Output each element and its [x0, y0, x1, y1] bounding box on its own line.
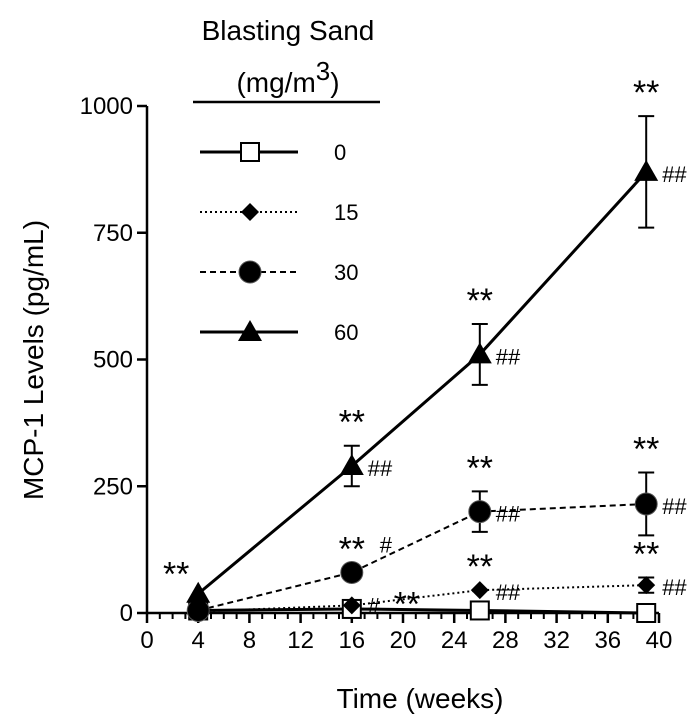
- significance-hashes: #: [380, 532, 393, 557]
- significance-annotations: **#**##**##** #**##**##****##**##**##: [163, 74, 687, 623]
- significance-hashes: ##: [662, 494, 687, 519]
- legend-label-60: 60: [334, 320, 358, 345]
- x-tick-label: 36: [594, 627, 621, 654]
- data-point-15: [637, 576, 656, 595]
- data-point-30: [340, 560, 364, 584]
- y-tick-label: 250: [93, 473, 133, 500]
- significance-hashes: ##: [662, 575, 687, 600]
- data-point-15: [342, 596, 361, 615]
- significance-stars: **: [467, 282, 493, 320]
- data-point-60: [186, 581, 211, 603]
- significance-stars: **: [339, 530, 365, 568]
- legend-label-15: 15: [334, 200, 358, 225]
- legend-title-units: (mg/m3): [236, 56, 339, 98]
- y-tick-label: 750: [93, 220, 133, 247]
- data-point-60: [634, 159, 659, 181]
- data-point-0: [636, 603, 657, 623]
- series-layer: [186, 115, 659, 623]
- x-tick-label: 28: [492, 627, 519, 654]
- data-point-15: [470, 581, 489, 600]
- significance-hashes: ##: [496, 502, 521, 527]
- x-tick-label: 12: [287, 627, 314, 654]
- significance-hashes: ##: [368, 456, 393, 481]
- x-tick-label: 24: [441, 627, 468, 654]
- significance-stars: **: [339, 404, 365, 442]
- legend-marker-0: [240, 142, 260, 162]
- data-point-0: [469, 600, 490, 621]
- significance-hashes: ##: [662, 162, 687, 187]
- x-axis-title: Time (weeks): [337, 683, 504, 714]
- legend-label-0: 0: [334, 140, 346, 165]
- significance-stars: **: [394, 585, 420, 623]
- y-tick-label: 1000: [80, 93, 133, 120]
- x-tick-label: 40: [646, 627, 673, 654]
- legend-marker-60: [238, 320, 262, 341]
- data-point-60: [339, 453, 364, 475]
- series-line-30: [197, 502, 647, 612]
- data-point-30: [468, 500, 492, 524]
- significance-hashes: ##: [496, 580, 521, 605]
- significance-stars: **: [467, 449, 493, 487]
- data-point-60: [467, 342, 492, 364]
- legend-marker-30: [238, 260, 262, 284]
- x-tick-label: 20: [390, 627, 417, 654]
- significance-hashes: #: [368, 593, 381, 618]
- y-tick-label: 0: [120, 600, 133, 627]
- data-point-30: [186, 598, 210, 622]
- significance-stars: **: [633, 536, 659, 574]
- x-tick-label: 32: [543, 627, 570, 654]
- y-tick-label: 500: [93, 347, 133, 374]
- legend-marker-15: [241, 203, 259, 221]
- significance-hashes: ##: [496, 344, 521, 369]
- significance-stars: **: [633, 431, 659, 469]
- legend: 0 15 30 60: [200, 140, 358, 345]
- legend-label-30: 30: [334, 260, 358, 285]
- significance-stars: **: [163, 556, 189, 594]
- axes: 0 250 500 750 1000 0 4 8 12 16 20 24 28 32 36 40: [80, 93, 673, 654]
- legend-title: Blasting Sand: [202, 15, 375, 46]
- significance-stars: **: [467, 548, 493, 586]
- series-line-0: [198, 607, 647, 615]
- x-tick-label: 0: [140, 627, 153, 654]
- significance-stars: **: [633, 74, 659, 112]
- data-point-30: [634, 492, 658, 516]
- series-line-60: [197, 170, 648, 595]
- x-tick-label: 16: [338, 627, 365, 654]
- x-tick-label: 8: [243, 627, 256, 654]
- x-tick-label: 4: [192, 627, 205, 654]
- series-line-15: [198, 584, 647, 613]
- y-axis-title: MCP-1 Levels (pg/mL): [18, 220, 49, 500]
